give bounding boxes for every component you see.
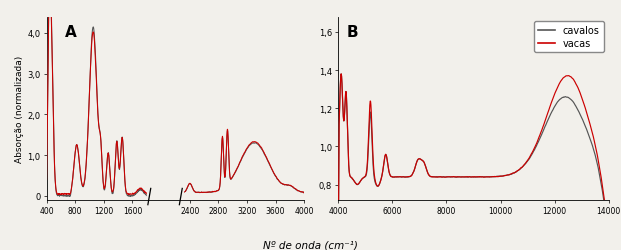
Bar — [147, 18, 183, 200]
Text: A: A — [65, 25, 76, 40]
Y-axis label: Absorção (normalizada): Absorção (normalizada) — [16, 55, 24, 162]
Legend: cavalos, vacas: cavalos, vacas — [534, 22, 604, 53]
Text: B: B — [347, 25, 358, 40]
Text: Nº de onda (cm⁻¹): Nº de onda (cm⁻¹) — [263, 240, 358, 250]
